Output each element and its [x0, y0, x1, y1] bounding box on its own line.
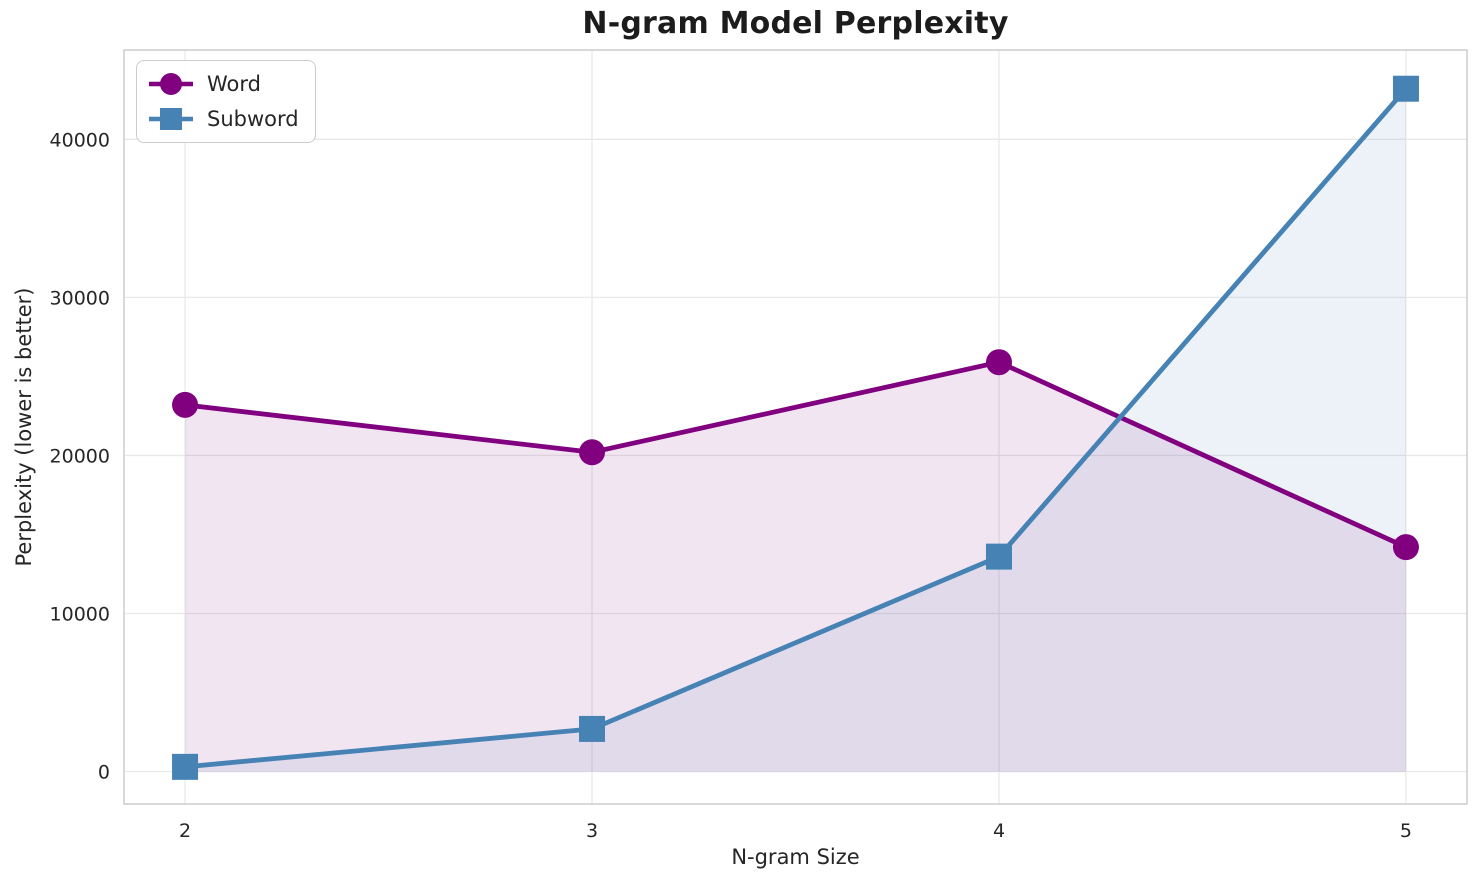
- legend-item-word: Word: [147, 69, 299, 99]
- y-tick-label: 30000: [50, 287, 110, 309]
- legend-marker-shape: [160, 108, 182, 130]
- x-tick-label: 3: [586, 820, 598, 842]
- data-point-subword-2: [172, 753, 199, 780]
- y-tick-label: 10000: [50, 604, 110, 626]
- x-tick-label: 4: [993, 820, 1005, 842]
- subword-series-marker-icon: [149, 108, 193, 130]
- legend-label-subword: Subword: [207, 106, 299, 131]
- y-tick-label: 40000: [50, 129, 110, 151]
- data-point-word-4: [985, 349, 1012, 376]
- data-point-subword-5: [1392, 75, 1419, 102]
- series-line-subword: [184, 87, 1408, 770]
- x-axis-label: N-gram Size: [731, 845, 860, 869]
- axes-frame: [123, 49, 1468, 805]
- y-tick-label: 0: [98, 762, 110, 784]
- series-area-word: [185, 362, 1406, 772]
- x-tick-label: 2: [179, 820, 191, 842]
- data-point-word-3: [579, 439, 606, 466]
- series-line-word: [184, 359, 1407, 550]
- y-tick-label: 20000: [50, 445, 110, 467]
- x-tick-label: 5: [1400, 820, 1412, 842]
- data-point-subword-4: [985, 543, 1012, 570]
- series-area-subword: [185, 88, 1406, 772]
- word-series-marker-icon: [149, 73, 193, 95]
- chart-title: N-gram Model Perplexity: [582, 6, 1009, 41]
- data-point-word-2: [172, 391, 199, 418]
- legend: Word Subword: [136, 60, 316, 143]
- data-point-subword-3: [579, 715, 606, 742]
- legend-item-subword: Subword: [147, 104, 299, 134]
- data-point-word-5: [1392, 534, 1419, 561]
- legend-label-word: Word: [207, 71, 261, 96]
- legend-marker-shape: [160, 73, 182, 95]
